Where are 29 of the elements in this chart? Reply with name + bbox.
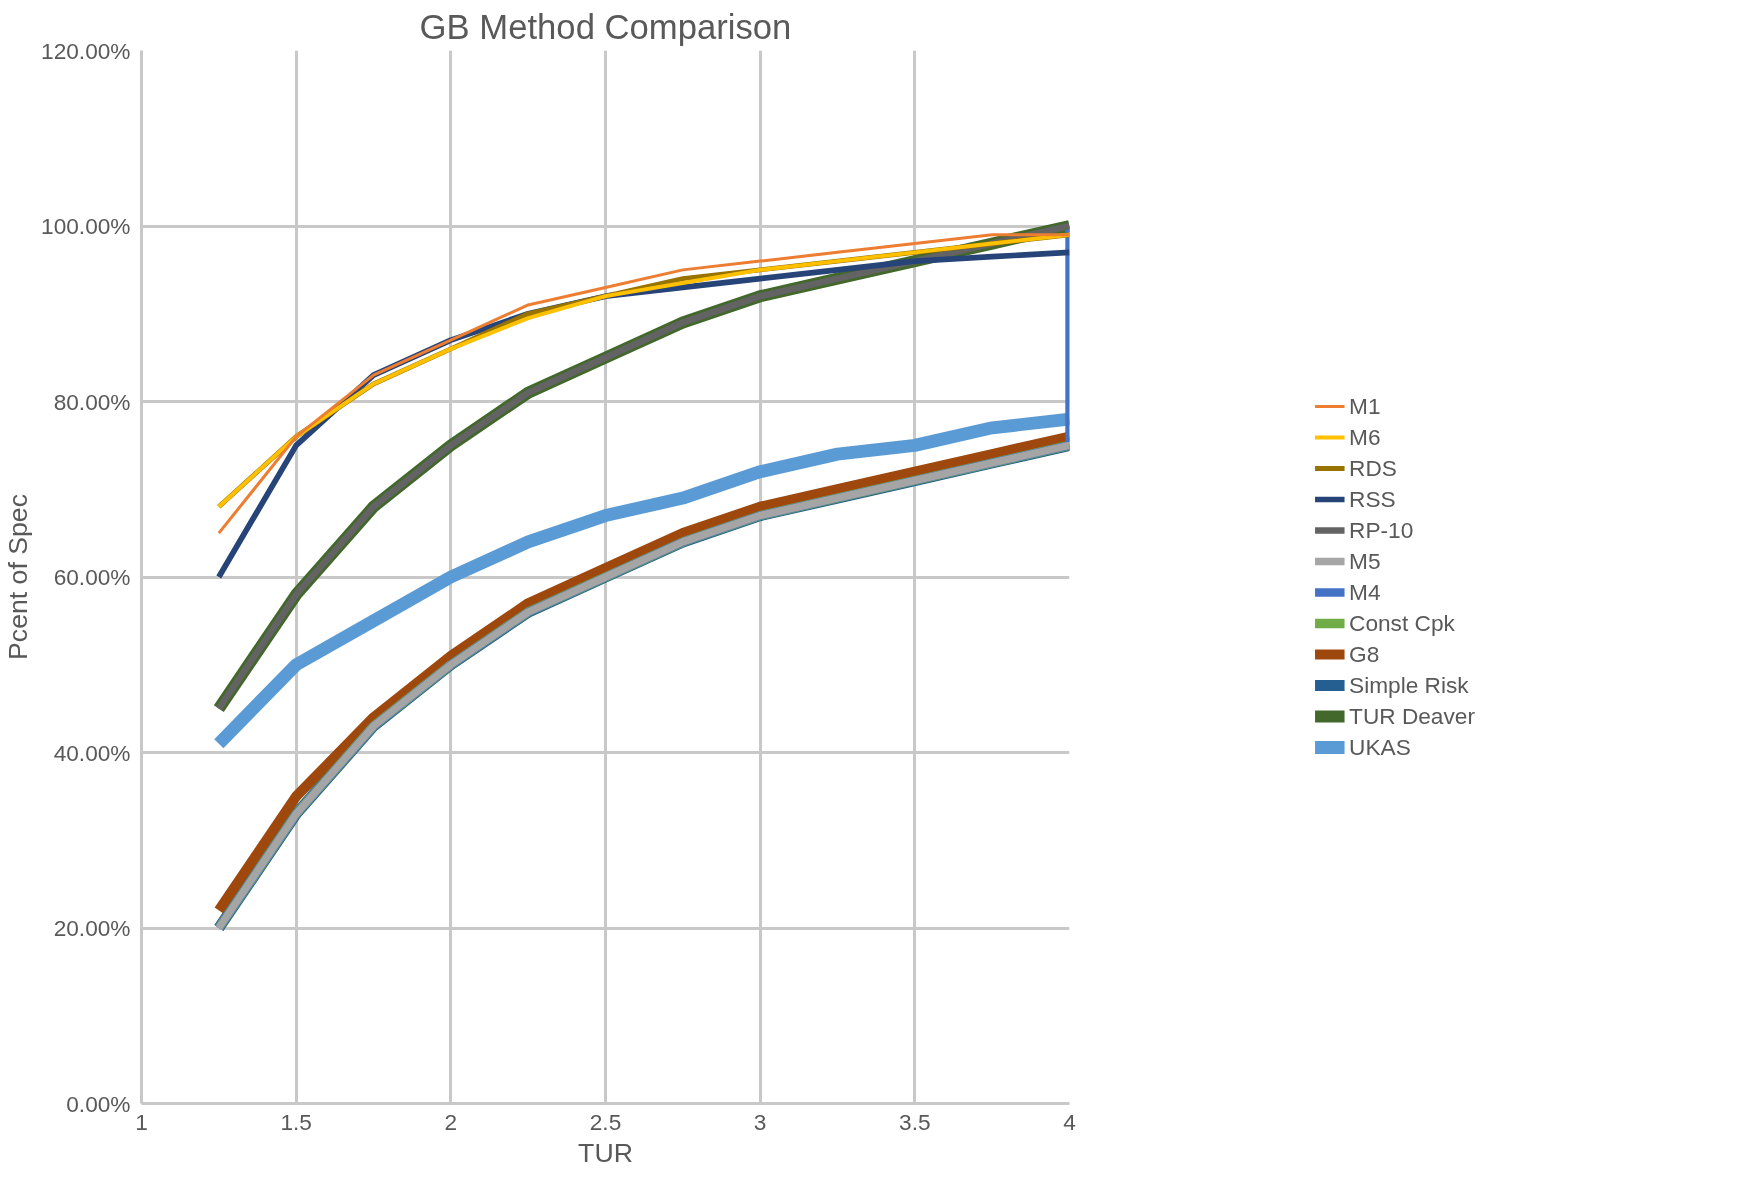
legend-label: Const Cpk xyxy=(1349,609,1455,637)
legend-label: RSS xyxy=(1349,485,1396,513)
legend-label: UKAS xyxy=(1349,733,1411,761)
y-tick-label: 0.00% xyxy=(66,1090,131,1117)
legend-label: M6 xyxy=(1349,423,1381,451)
y-axis-title: Pcent of Spec xyxy=(3,494,34,660)
x-axis-title: TUR xyxy=(578,1137,633,1168)
legend-label: Simple Risk xyxy=(1349,671,1469,699)
legend-label: TUR Deaver xyxy=(1349,702,1475,730)
x-tick-label: 4 xyxy=(1063,1108,1076,1135)
legend-label: RDS xyxy=(1349,454,1397,482)
y-tick-label: 40.00% xyxy=(53,739,131,766)
chart-title: GB Method Comparison xyxy=(419,7,792,46)
legend-label: RP-10 xyxy=(1349,516,1414,544)
x-tick-label: 1.5 xyxy=(280,1108,312,1135)
y-tick-label: 100.00% xyxy=(41,213,131,239)
x-tick-label: 3 xyxy=(753,1108,767,1135)
legend-label: M1 xyxy=(1349,392,1381,420)
x-tick-label: 2 xyxy=(444,1108,458,1135)
legend-label: M4 xyxy=(1349,578,1381,606)
x-tick-label: 2.5 xyxy=(589,1108,622,1135)
y-tick-label: 120.00% xyxy=(41,37,131,64)
legend-label: G8 xyxy=(1349,640,1380,668)
x-tick-label: 1 xyxy=(135,1108,148,1135)
y-tick-label: 80.00% xyxy=(53,388,131,415)
y-tick-label: 20.00% xyxy=(53,915,131,941)
legend-label: M5 xyxy=(1349,547,1381,575)
x-tick-label: 3.5 xyxy=(899,1108,931,1135)
y-tick-label: 60.00% xyxy=(53,564,131,590)
